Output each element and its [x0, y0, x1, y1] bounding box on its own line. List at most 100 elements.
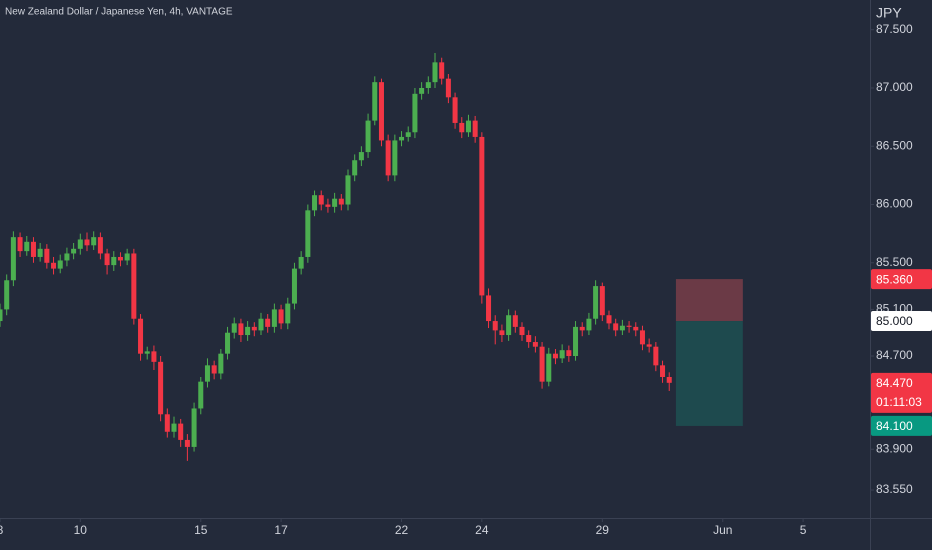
- candle-body: [439, 62, 445, 79]
- candle-body: [419, 87, 425, 94]
- candle-body: [291, 268, 297, 304]
- candle-body: [238, 323, 244, 336]
- candle-body: [519, 326, 525, 336]
- x-tick-label: 5: [800, 523, 807, 537]
- candle-body: [285, 303, 291, 324]
- chart-title: New Zealand Dollar / Japanese Yen, 4h, V…: [5, 7, 233, 18]
- candle-body: [198, 381, 204, 409]
- candle-body: [332, 198, 338, 207]
- candle-body: [138, 318, 144, 354]
- candle-body: [164, 414, 170, 432]
- candle-body: [593, 286, 599, 319]
- candle-body: [144, 351, 150, 354]
- price-tag-label: 84.470: [876, 376, 913, 390]
- candle-body: [24, 241, 30, 252]
- candle-body: [178, 423, 184, 440]
- candle-body: [532, 342, 538, 347]
- candle-body: [84, 239, 90, 246]
- candle-body: [385, 140, 391, 176]
- candle-body: [619, 325, 625, 331]
- candle-body: [64, 253, 70, 261]
- candle-body: [151, 351, 157, 362]
- candle-body: [97, 237, 103, 254]
- candle-body: [57, 260, 63, 269]
- candle-body: [378, 82, 384, 141]
- price-tag: [871, 415, 932, 436]
- x-tick-label: 8: [0, 523, 4, 537]
- candle-body: [425, 82, 431, 88]
- candle-body: [184, 439, 190, 447]
- candle-body: [104, 253, 110, 266]
- candle-body: [338, 198, 344, 205]
- candle-body: [546, 353, 552, 382]
- candle-body: [191, 408, 197, 447]
- candle-body: [613, 323, 619, 331]
- price-tag-label: 85.360: [876, 272, 913, 286]
- y-tick-label: 86.500: [876, 138, 913, 152]
- candle-body: [158, 361, 164, 415]
- candle-body: [312, 195, 318, 211]
- candle-body: [472, 120, 478, 137]
- y-tick-label: 86.000: [876, 197, 913, 211]
- candle-body: [492, 321, 498, 331]
- y-tick-label: 87.500: [876, 22, 913, 36]
- candle-body: [660, 365, 666, 377]
- candle-body: [30, 241, 36, 257]
- candle-body: [352, 160, 358, 176]
- candle-body: [305, 210, 311, 257]
- y-tick-label: 84.700: [876, 348, 913, 362]
- stop-zone: [675, 279, 743, 322]
- x-tick-label: 10: [74, 523, 88, 537]
- candle-body: [566, 350, 572, 357]
- candle-body: [91, 237, 97, 246]
- candle-body: [559, 350, 565, 359]
- candle-body: [358, 152, 364, 161]
- candle-body: [372, 82, 378, 121]
- price-tag: [871, 269, 932, 290]
- candle-body: [245, 326, 251, 336]
- candle-body: [251, 326, 257, 331]
- candle-body: [392, 140, 398, 176]
- x-tick-label: Jun: [713, 523, 732, 537]
- candle-body: [117, 256, 123, 261]
- candle-body: [77, 239, 83, 249]
- candle-body: [218, 353, 224, 374]
- y-tick-label: 83.900: [876, 441, 913, 455]
- x-tick-label: 24: [475, 523, 489, 537]
- x-tick-label: 15: [194, 523, 208, 537]
- candle-body: [579, 326, 585, 331]
- target-zone: [675, 321, 743, 426]
- price-tag: [871, 372, 932, 413]
- candle-body: [204, 365, 210, 382]
- candle-body: [606, 315, 612, 324]
- candle-body: [325, 204, 331, 207]
- candle-body: [345, 175, 351, 205]
- y-tick-label: 87.000: [876, 80, 913, 94]
- candle-body: [633, 326, 639, 331]
- candle-body: [646, 344, 652, 347]
- candle-body: [4, 280, 10, 310]
- price-tag-sublabel: 01:11:03: [876, 395, 922, 409]
- candle-body: [171, 423, 177, 432]
- candle-body: [365, 120, 371, 153]
- candle-body: [573, 326, 579, 357]
- candle-body: [666, 376, 672, 383]
- candle-body: [552, 353, 558, 359]
- y-tick-label: 83.550: [876, 482, 913, 496]
- candle-body: [44, 248, 50, 263]
- candle-body: [10, 237, 16, 281]
- candle-body: [71, 248, 77, 254]
- candle-body: [318, 195, 324, 205]
- candle-body: [37, 248, 43, 257]
- candle-body: [499, 330, 505, 336]
- candle-body: [526, 335, 532, 343]
- x-tick-label: 22: [395, 523, 409, 537]
- candle-body: [539, 346, 545, 382]
- candle-body: [271, 309, 277, 327]
- candle-body: [265, 318, 271, 327]
- candle-body: [432, 62, 438, 83]
- candle-body: [124, 253, 130, 261]
